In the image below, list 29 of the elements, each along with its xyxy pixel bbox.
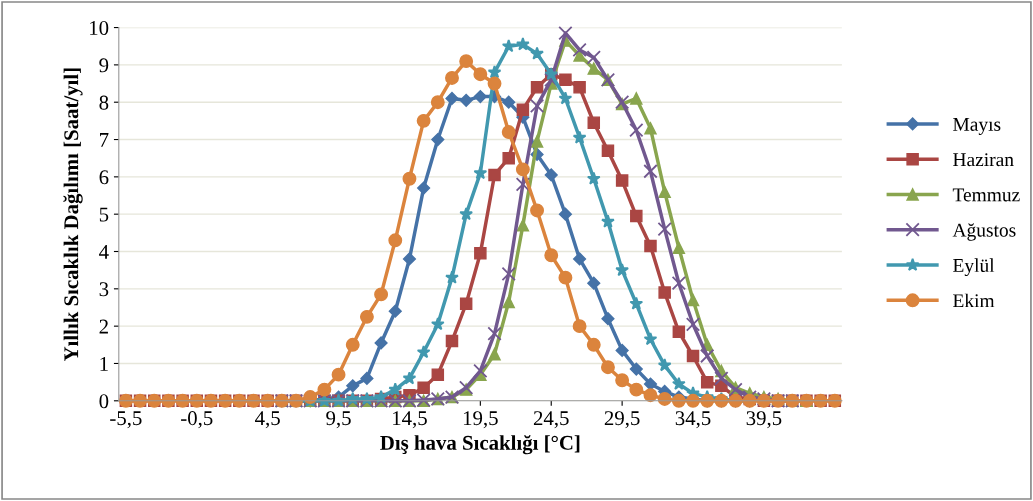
- legend-label: Haziran: [953, 153, 1014, 167]
- legend-label: Eylül: [953, 258, 995, 277]
- x-tick-label: 34,5: [675, 411, 711, 429]
- legend-label: Mayıs: [953, 117, 1001, 135]
- x-tick-label: 19,5: [463, 411, 498, 429]
- y-tick-label: 2: [99, 319, 108, 334]
- y-tick-label: 0: [99, 394, 109, 409]
- legend-label: Ağustos: [952, 223, 1016, 241]
- x-tick-label: 39,5: [746, 411, 782, 429]
- y-tick-label: 4: [99, 245, 109, 259]
- x-tick-label: 4,5: [255, 411, 280, 429]
- y-axis-title: Yıllık Sıcaklık Dağılımı [Saat/yıl]: [63, 68, 83, 362]
- y-tick-label: 6: [99, 170, 109, 185]
- y-tick-label: 1: [100, 356, 108, 371]
- y-tick-label: 7: [100, 133, 109, 147]
- x-tick-label: 9,5: [326, 411, 351, 429]
- legend-label: Ekim: [953, 293, 995, 308]
- x-axis-title: Dış hava Sıcaklığı [°C]: [380, 434, 580, 455]
- y-tick-label: 10: [90, 20, 109, 35]
- x-tick-label: 29,5: [604, 411, 640, 429]
- x-tick-label: 24,5: [533, 411, 569, 429]
- x-tick-label: -0,5: [181, 411, 213, 429]
- y-tick-label: 3: [99, 282, 109, 297]
- x-tick-label: -5,5: [110, 411, 142, 429]
- y-tick-label: 8: [99, 95, 109, 110]
- y-tick-label: 5: [99, 207, 109, 222]
- legend-label: Temmuz: [952, 188, 1020, 202]
- x-tick-label: 14,5: [393, 411, 427, 429]
- y-tick-label: 9: [99, 58, 109, 73]
